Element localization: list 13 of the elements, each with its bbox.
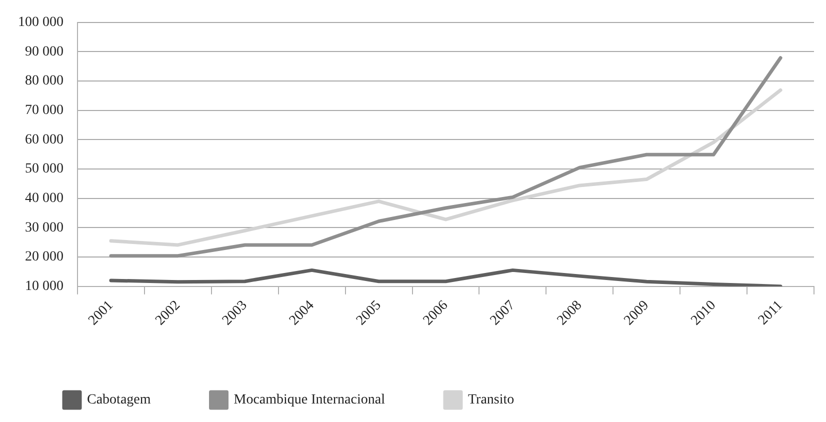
y-tick-label: 80 000 bbox=[25, 74, 64, 89]
y-tick-label: 70 000 bbox=[25, 103, 64, 118]
y-tick-label: 20 000 bbox=[25, 250, 64, 265]
legend-label: Cabotagem bbox=[87, 392, 151, 408]
legend-label: Transito bbox=[468, 392, 514, 408]
y-tick-label: 60 000 bbox=[25, 132, 64, 148]
y-tick-label: 50 000 bbox=[25, 162, 64, 177]
legend-label: Mocambique Internacional bbox=[234, 392, 386, 408]
y-tick-label: 100 000 bbox=[18, 15, 64, 30]
y-tick-label: 40 000 bbox=[25, 191, 64, 206]
y-tick-label: 30 000 bbox=[25, 220, 64, 236]
y-tick-label: 10 000 bbox=[25, 278, 64, 294]
y-tick-label: 90 000 bbox=[25, 44, 64, 60]
